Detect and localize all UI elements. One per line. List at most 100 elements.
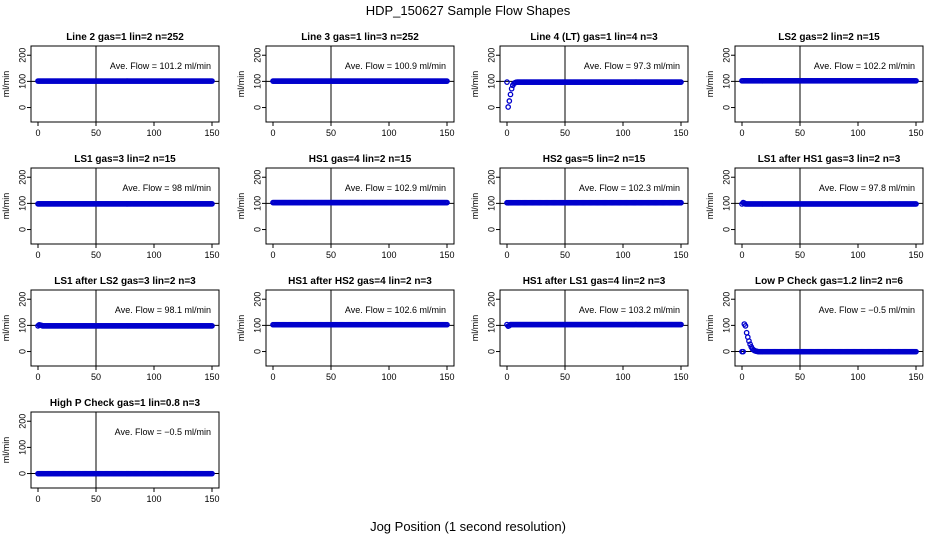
x-tick-label: 150	[204, 494, 219, 504]
chart-title: High P Check gas=1 lin=0.8 n=3	[50, 398, 201, 409]
chart-panel-1: Line 2 gas=1 lin=2 n=252 ml/min 0 50 100 150 0…	[1, 32, 220, 138]
x-tick-label: 150	[908, 250, 923, 260]
y-tick-label: 200	[17, 414, 27, 429]
y-axis-label: ml/min	[236, 193, 246, 220]
x-tick-label: 100	[615, 372, 630, 382]
data-point	[504, 79, 510, 85]
y-tick-label: 100	[17, 74, 27, 89]
y-axis-label: ml/min	[705, 71, 715, 98]
data-points	[739, 321, 919, 355]
y-tick-label: 0	[17, 105, 27, 110]
x-tick-label: 0	[739, 128, 744, 138]
plot-frame	[265, 289, 455, 367]
x-tick-label: 50	[326, 250, 336, 260]
x-tick-label: 0	[270, 250, 275, 260]
plot-frame	[30, 411, 220, 489]
x-tick-label: 150	[439, 128, 454, 138]
y-tick-label: 200	[721, 170, 731, 185]
y-tick-label: 100	[486, 196, 496, 211]
data-point	[444, 78, 450, 84]
data-point	[209, 323, 215, 329]
plot-frame	[734, 45, 924, 123]
x-tick-label: 50	[91, 250, 101, 260]
x-tick-label: 0	[504, 128, 509, 138]
data-points	[504, 79, 684, 110]
y-tick-label: 200	[486, 48, 496, 63]
x-tick-label: 0	[35, 494, 40, 504]
y-axis-label: ml/min	[236, 71, 246, 98]
chart-panel-4: LS2 gas=2 lin=2 n=15 ml/min 0 50 100 150 0 100 2…	[705, 32, 924, 138]
y-axis-label: ml/min	[470, 315, 480, 342]
y-axis-label: ml/min	[705, 193, 715, 220]
average-flow-annotation: Ave. Flow = 102.3 ml/min	[579, 183, 680, 193]
data-point	[746, 338, 752, 344]
y-tick-label: 200	[17, 170, 27, 185]
chart-title: LS1 after HS1 gas=3 lin=2 n=3	[758, 154, 901, 165]
x-tick-label: 150	[908, 128, 923, 138]
x-tick-label: 50	[326, 372, 336, 382]
y-tick-label: 0	[252, 349, 262, 354]
x-tick-label: 50	[795, 372, 805, 382]
chart-panel-12: Low P Check gas=1.2 lin=2 n=6 ml/min 0 50 10…	[705, 276, 924, 382]
data-point	[506, 98, 513, 104]
y-tick-label: 0	[17, 227, 27, 232]
data-point	[913, 201, 919, 207]
x-tick-label: 0	[504, 250, 509, 260]
average-flow-annotation: Ave. Flow = 98.1 ml/min	[115, 305, 211, 315]
y-axis-label: ml/min	[236, 315, 246, 342]
y-tick-label: 100	[252, 74, 262, 89]
x-tick-label: 0	[504, 372, 509, 382]
data-points	[504, 321, 684, 330]
average-flow-annotation: Ave. Flow = 103.2 ml/min	[579, 305, 680, 315]
x-tick-label: 100	[615, 250, 630, 260]
y-axis-label: ml/min	[1, 71, 11, 98]
data-point	[444, 199, 450, 206]
y-axis-label: ml/min	[1, 315, 11, 342]
y-tick-label: 100	[17, 196, 27, 211]
x-tick-label: 0	[35, 250, 40, 260]
chart-title: LS1 gas=3 lin=2 n=15	[74, 154, 176, 165]
y-axis-label: ml/min	[470, 71, 480, 98]
y-tick-label: 100	[486, 318, 496, 333]
data-points	[504, 199, 684, 206]
data-points	[35, 201, 215, 207]
plot-frame	[499, 167, 689, 245]
x-tick-label: 50	[560, 128, 570, 138]
y-tick-label: 100	[252, 196, 262, 211]
x-tick-label: 50	[91, 128, 101, 138]
x-tick-label: 150	[673, 372, 688, 382]
plot-frame	[499, 289, 689, 367]
y-tick-label: 200	[252, 48, 262, 63]
average-flow-annotation: Ave. Flow = 102.2 ml/min	[814, 61, 915, 71]
data-point	[678, 321, 684, 328]
average-flow-annotation: Ave. Flow = −0.5 ml/min	[819, 305, 915, 315]
x-tick-label: 50	[795, 128, 805, 138]
x-tick-label: 100	[146, 494, 161, 504]
plot-frame	[499, 45, 689, 123]
chart-panel-3: Line 4 (LT) gas=1 lin=4 n=3 ml/min 0 50 100 1…	[470, 32, 689, 138]
chart-title: Line 2 gas=1 lin=2 n=252	[66, 32, 184, 43]
x-tick-label: 0	[270, 372, 275, 382]
y-tick-label: 100	[486, 74, 496, 89]
average-flow-annotation: Ave. Flow = 102.6 ml/min	[345, 305, 446, 315]
chart-title: Line 4 (LT) gas=1 lin=4 n=3	[530, 32, 658, 43]
y-tick-label: 0	[721, 227, 731, 232]
x-tick-label: 150	[204, 372, 219, 382]
x-tick-label: 0	[270, 128, 275, 138]
y-axis-label: ml/min	[470, 193, 480, 220]
y-tick-label: 200	[721, 292, 731, 307]
x-tick-label: 150	[204, 128, 219, 138]
chart-title: LS1 after LS2 gas=3 lin=2 n=3	[54, 276, 196, 287]
x-tick-label: 100	[146, 128, 161, 138]
data-point	[743, 329, 750, 336]
x-tick-label: 100	[381, 372, 396, 382]
plot-frame	[30, 45, 220, 123]
average-flow-annotation: Ave. Flow = 98 ml/min	[122, 183, 211, 193]
y-tick-label: 100	[721, 318, 731, 333]
data-point	[678, 79, 684, 85]
y-axis-label: ml/min	[705, 315, 715, 342]
x-tick-label: 0	[35, 128, 40, 138]
data-points	[35, 78, 215, 84]
x-tick-label: 0	[35, 372, 40, 382]
